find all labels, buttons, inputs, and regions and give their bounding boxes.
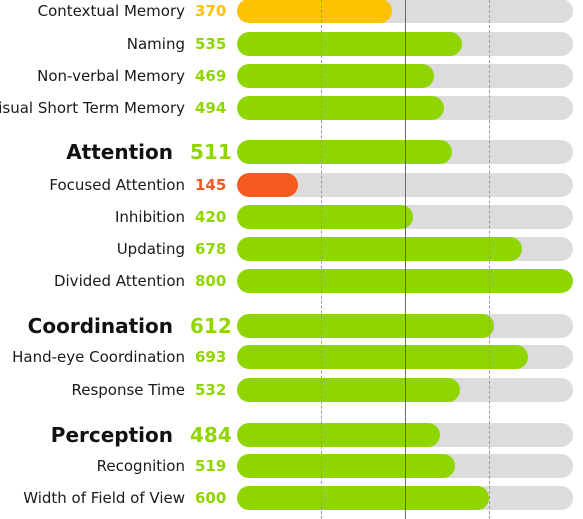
metric-label-updating: Updating [116,240,185,258]
score-bar-width-of-field-of-view [237,486,489,510]
score-value-divided-attention: 800 [195,272,227,290]
score-track-coordination [237,314,573,338]
score-track-hand-eye-coordination [237,345,573,369]
score-value-response-time: 532 [195,381,227,399]
score-bar-recognition [237,454,455,478]
score-track-non-verbal-memory [237,64,573,88]
score-value-attention: 511 [190,140,232,164]
score-track-updating [237,237,573,261]
score-bar-naming [237,32,462,56]
score-track-naming [237,32,573,56]
score-track-divided-attention [237,269,573,293]
score-value-contextual-memory: 370 [195,2,227,20]
score-value-width-of-field-of-view: 600 [195,489,227,507]
score-bar-perception [237,423,441,447]
metric-label-hand-eye-coordination: Hand-eye Coordination [12,348,185,366]
metric-label-response-time: Response Time [71,381,185,399]
score-track-contextual-memory [237,0,573,23]
score-value-focused-attention: 145 [195,176,227,194]
score-bar-inhibition [237,205,414,229]
score-track-width-of-field-of-view [237,486,573,510]
score-track-inhibition [237,205,573,229]
score-track-isual-short-term-memory [237,96,573,120]
score-value-recognition: 519 [195,457,227,475]
score-bar-contextual-memory [237,0,393,23]
metric-label-focused-attention: Focused Attention [49,176,185,194]
section-heading-attention: Attention [66,140,173,164]
score-bar-hand-eye-coordination [237,345,529,369]
metric-label-divided-attention: Divided Attention [53,272,185,290]
score-value-perception: 484 [190,423,232,447]
metric-label-contextual-memory: Contextual Memory [37,2,185,20]
score-value-updating: 678 [195,240,227,258]
metric-label-recognition: Recognition [96,457,185,475]
score-value-hand-eye-coordination: 693 [195,348,227,366]
score-bar-updating [237,237,522,261]
score-bar-focused-attention [237,173,298,197]
metric-label-isual-short-term-memory: isual Short Term Memory [0,99,185,117]
metric-label-inhibition: Inhibition [114,208,185,226]
score-track-response-time [237,378,573,402]
score-bar-attention [237,140,452,164]
score-bar-non-verbal-memory [237,64,434,88]
score-track-attention [237,140,573,164]
score-track-focused-attention [237,173,573,197]
metric-label-non-verbal-memory: Non-verbal Memory [37,67,185,85]
score-bar-response-time [237,378,461,402]
metric-label-naming: Naming [126,35,185,53]
score-value-inhibition: 420 [195,208,227,226]
score-track-recognition [237,454,573,478]
score-value-naming: 535 [195,35,227,53]
section-heading-perception: Perception [50,423,173,447]
score-value-isual-short-term-memory: 494 [195,99,227,117]
score-track-perception [237,423,573,447]
score-bar-isual-short-term-memory [237,96,445,120]
metric-label-width-of-field-of-view: Width of Field of View [23,489,185,507]
score-value-coordination: 612 [190,314,232,338]
score-value-non-verbal-memory: 469 [195,67,227,85]
score-bar-coordination [237,314,495,338]
section-heading-coordination: Coordination [27,314,173,338]
score-bar-divided-attention [237,269,573,293]
